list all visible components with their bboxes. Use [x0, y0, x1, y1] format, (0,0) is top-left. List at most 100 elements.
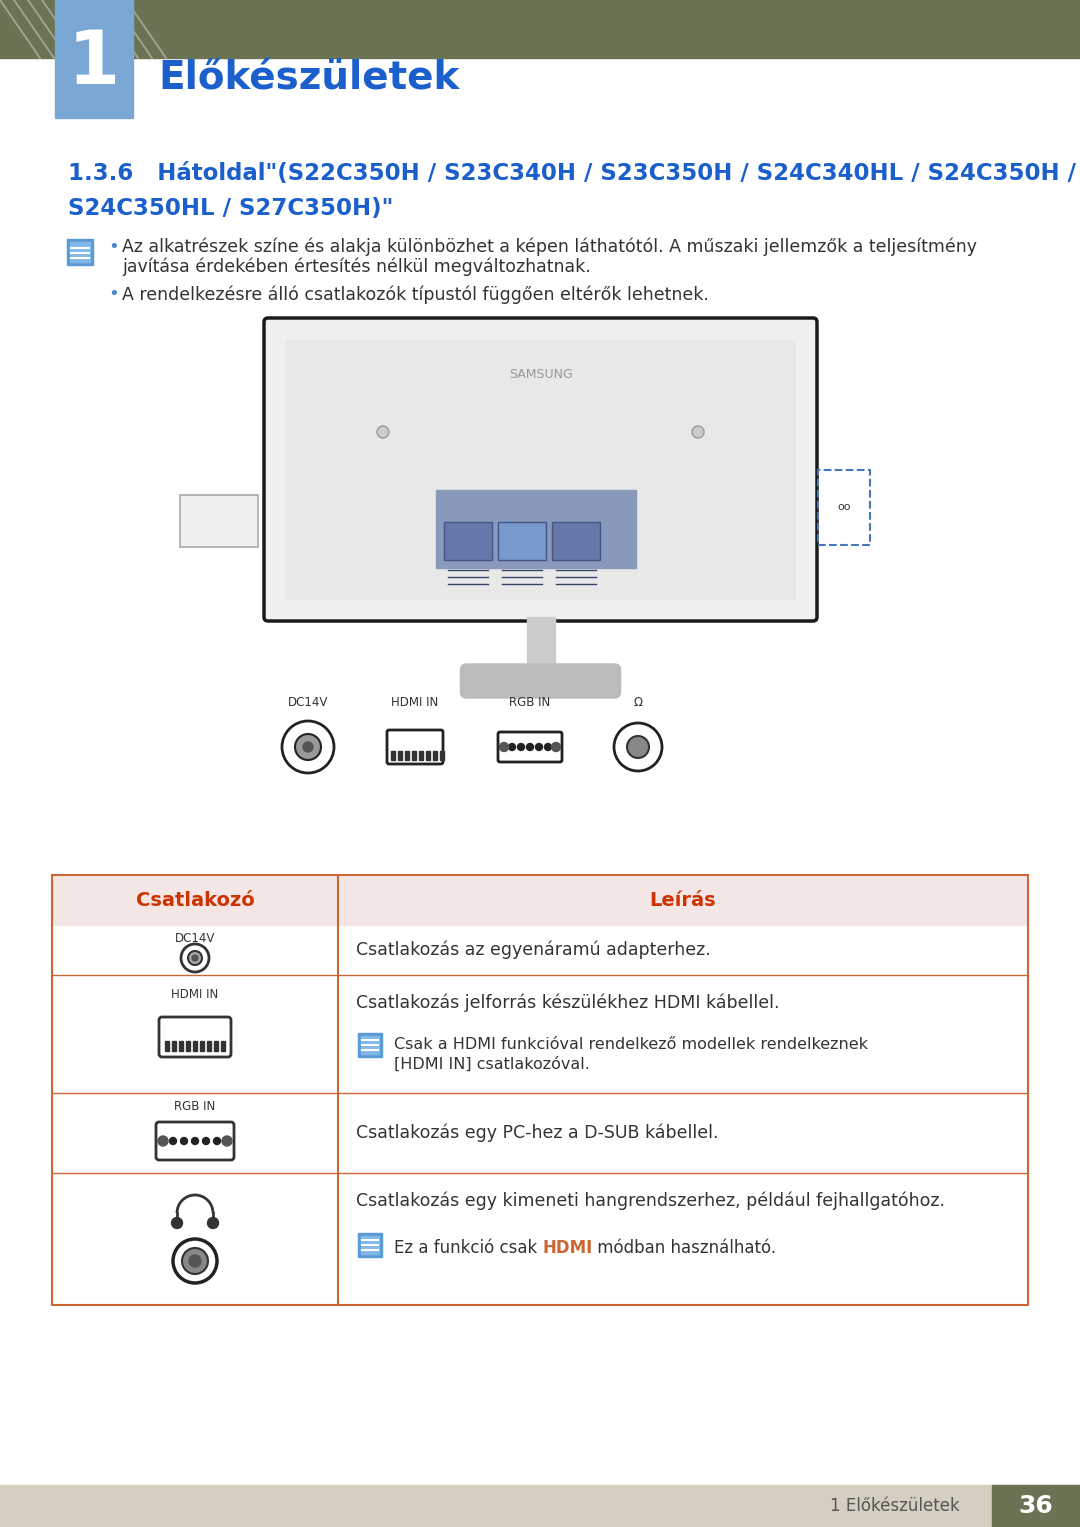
- Bar: [444, 522, 492, 560]
- Bar: [180, 495, 258, 547]
- Text: •: •: [108, 286, 119, 302]
- Circle shape: [207, 1217, 218, 1229]
- Bar: [172, 1041, 176, 1051]
- Text: Csatlakozás jelforrás készülékhez HDMI kábellel.: Csatlakozás jelforrás készülékhez HDMI k…: [356, 994, 780, 1012]
- Circle shape: [188, 951, 202, 965]
- Circle shape: [527, 744, 534, 750]
- Circle shape: [191, 1138, 199, 1145]
- Circle shape: [222, 1136, 232, 1145]
- FancyBboxPatch shape: [460, 664, 621, 698]
- Bar: [357, 1032, 382, 1057]
- Bar: [286, 341, 795, 599]
- Bar: [221, 1041, 225, 1051]
- Circle shape: [303, 742, 313, 751]
- Bar: [527, 617, 554, 672]
- Circle shape: [377, 426, 389, 438]
- Text: Leírás: Leírás: [650, 890, 716, 910]
- FancyBboxPatch shape: [387, 730, 443, 764]
- Text: 36: 36: [1018, 1493, 1053, 1518]
- Circle shape: [189, 1255, 201, 1267]
- Bar: [186, 1041, 190, 1051]
- Text: Ez a funkció csak: Ez a funkció csak: [394, 1238, 542, 1257]
- Bar: [436, 490, 636, 568]
- Text: A rendelkezésre álló csatlakozók típustól függően eltérők lehetnek.: A rendelkezésre álló csatlakozók típustó…: [122, 286, 708, 304]
- FancyBboxPatch shape: [498, 731, 562, 762]
- Circle shape: [172, 1217, 183, 1229]
- Circle shape: [192, 954, 198, 960]
- Circle shape: [158, 1136, 168, 1145]
- Circle shape: [173, 1238, 217, 1283]
- Text: 1 Előkészületek: 1 Előkészületek: [831, 1496, 960, 1515]
- Circle shape: [509, 744, 515, 750]
- Bar: [552, 522, 600, 560]
- Circle shape: [499, 742, 509, 751]
- FancyBboxPatch shape: [264, 318, 816, 621]
- Bar: [391, 751, 395, 760]
- Bar: [214, 1041, 218, 1051]
- Circle shape: [517, 744, 525, 750]
- Text: 1: 1: [68, 27, 120, 101]
- Text: 1.3.6   Hátoldal"(S22C350H / S23C340H / S23C350H / S24C340HL / S24C350H /: 1.3.6 Hátoldal"(S22C350H / S23C340H / S2…: [68, 162, 1076, 185]
- Bar: [361, 1235, 379, 1254]
- Text: Csatlakozás az egyenáramú adapterhez.: Csatlakozás az egyenáramú adapterhez.: [356, 941, 711, 959]
- Text: Csak a HDMI funkcióval rendelkező modellek rendelkeznek: Csak a HDMI funkcióval rendelkező modell…: [394, 1037, 868, 1052]
- Text: RGB IN: RGB IN: [510, 696, 551, 709]
- Text: HDMI IN: HDMI IN: [391, 696, 438, 709]
- Bar: [200, 1041, 204, 1051]
- Bar: [193, 1041, 197, 1051]
- Bar: [818, 470, 870, 545]
- Bar: [993, 1484, 1080, 1527]
- Text: DC14V: DC14V: [287, 696, 328, 709]
- Text: •: •: [108, 238, 119, 257]
- Circle shape: [544, 744, 552, 750]
- Bar: [399, 751, 402, 760]
- Bar: [165, 1041, 168, 1051]
- Text: Csatlakozó: Csatlakozó: [136, 890, 255, 910]
- Bar: [440, 751, 444, 760]
- Circle shape: [627, 736, 649, 757]
- Bar: [207, 1041, 211, 1051]
- Bar: [55, 0, 133, 118]
- Circle shape: [295, 734, 321, 760]
- Text: HDMI IN: HDMI IN: [172, 988, 218, 1002]
- Circle shape: [552, 742, 561, 751]
- Text: Csatlakozás egy PC-hez a D-SUB kábellel.: Csatlakozás egy PC-hez a D-SUB kábellel.: [356, 1124, 718, 1142]
- Text: HDMI: HDMI: [542, 1238, 592, 1257]
- Bar: [498, 522, 546, 560]
- Text: javítása érdekében értesítés nélkül megváltozhatnak.: javítása érdekében értesítés nélkül megv…: [122, 258, 591, 276]
- Circle shape: [183, 1248, 208, 1274]
- Bar: [70, 241, 90, 263]
- Text: SAMSUNG: SAMSUNG: [509, 368, 572, 380]
- Text: Ω: Ω: [634, 696, 643, 709]
- Bar: [179, 1041, 183, 1051]
- Circle shape: [170, 1138, 176, 1145]
- Bar: [52, 875, 1028, 925]
- Circle shape: [181, 944, 210, 973]
- Bar: [419, 751, 423, 760]
- FancyBboxPatch shape: [159, 1017, 231, 1057]
- Bar: [67, 240, 93, 266]
- Circle shape: [692, 426, 704, 438]
- Text: Előkészületek: Előkészületek: [158, 60, 459, 98]
- Bar: [426, 751, 430, 760]
- Circle shape: [282, 721, 334, 773]
- Text: oo: oo: [837, 502, 851, 513]
- Text: S24C350HL / S27C350H)": S24C350HL / S27C350H)": [68, 197, 393, 220]
- Circle shape: [203, 1138, 210, 1145]
- Text: Csatlakozás egy kimeneti hangrendszerhez, például fejhallgatóhoz.: Csatlakozás egy kimeneti hangrendszerhez…: [356, 1191, 945, 1211]
- Bar: [411, 751, 416, 760]
- Circle shape: [615, 722, 662, 771]
- Bar: [52, 875, 1028, 1306]
- Bar: [357, 1232, 382, 1257]
- Bar: [405, 751, 409, 760]
- Text: módban használható.: módban használható.: [592, 1238, 777, 1257]
- Bar: [433, 751, 437, 760]
- Bar: [361, 1035, 379, 1054]
- Circle shape: [536, 744, 542, 750]
- Text: Az alkatrészek színe és alakja különbözhet a képen láthatótól. A műszaki jellemz: Az alkatrészek színe és alakja különbözh…: [122, 238, 977, 257]
- Bar: [0, 1484, 1080, 1527]
- FancyBboxPatch shape: [156, 1122, 234, 1161]
- Circle shape: [214, 1138, 220, 1145]
- Text: DC14V: DC14V: [175, 933, 215, 945]
- Bar: [0, 0, 1080, 58]
